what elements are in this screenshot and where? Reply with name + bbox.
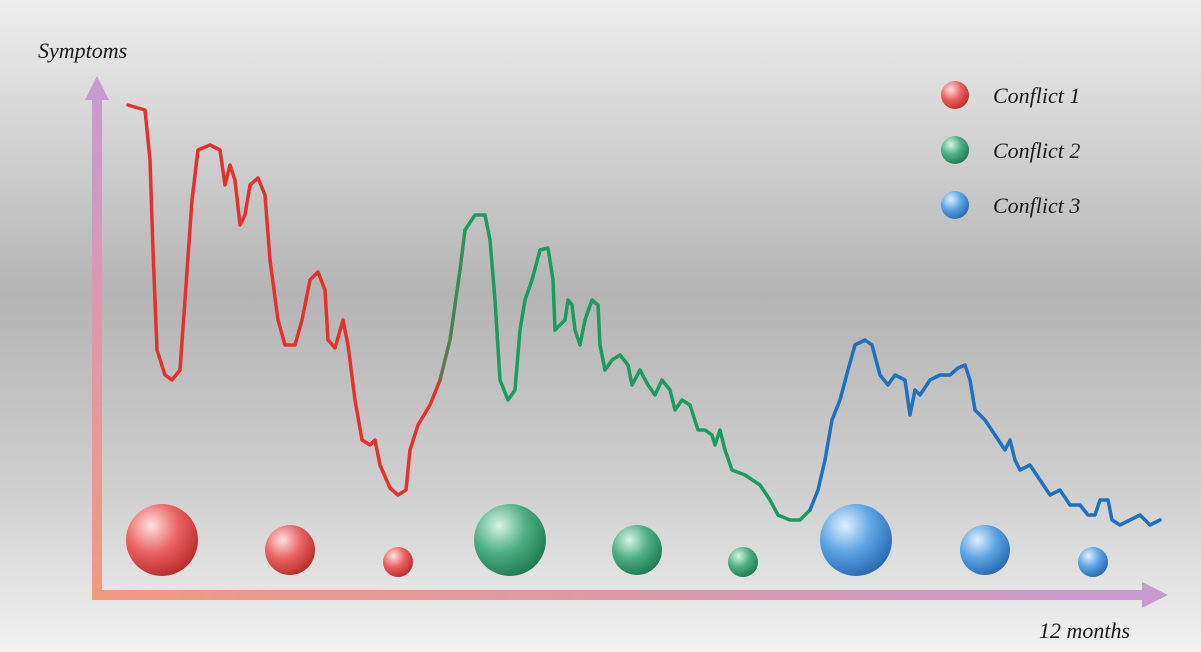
sphere bbox=[126, 504, 198, 576]
legend: Conflict 1 Conflict 2 Conflict 3 bbox=[941, 81, 1080, 219]
sphere bbox=[265, 525, 315, 575]
legend-marker bbox=[941, 136, 969, 164]
x-axis bbox=[92, 590, 1147, 600]
diagram: Symptoms 12 months Conflict 1 Conflict 2… bbox=[0, 0, 1201, 652]
legend-label: Conflict 2 bbox=[993, 138, 1080, 163]
y-axis bbox=[92, 95, 102, 600]
sphere bbox=[383, 547, 413, 577]
sphere bbox=[1078, 547, 1108, 577]
legend-marker bbox=[941, 191, 969, 219]
legend-label: Conflict 3 bbox=[993, 193, 1080, 218]
legend-label: Conflict 1 bbox=[993, 83, 1080, 108]
legend-marker bbox=[941, 81, 969, 109]
sphere bbox=[960, 525, 1010, 575]
sphere bbox=[612, 525, 662, 575]
sphere bbox=[820, 504, 892, 576]
x-axis-label: 12 months bbox=[1039, 618, 1130, 643]
sphere bbox=[474, 504, 546, 576]
sphere bbox=[728, 547, 758, 577]
y-axis-label: Symptoms bbox=[38, 38, 127, 63]
